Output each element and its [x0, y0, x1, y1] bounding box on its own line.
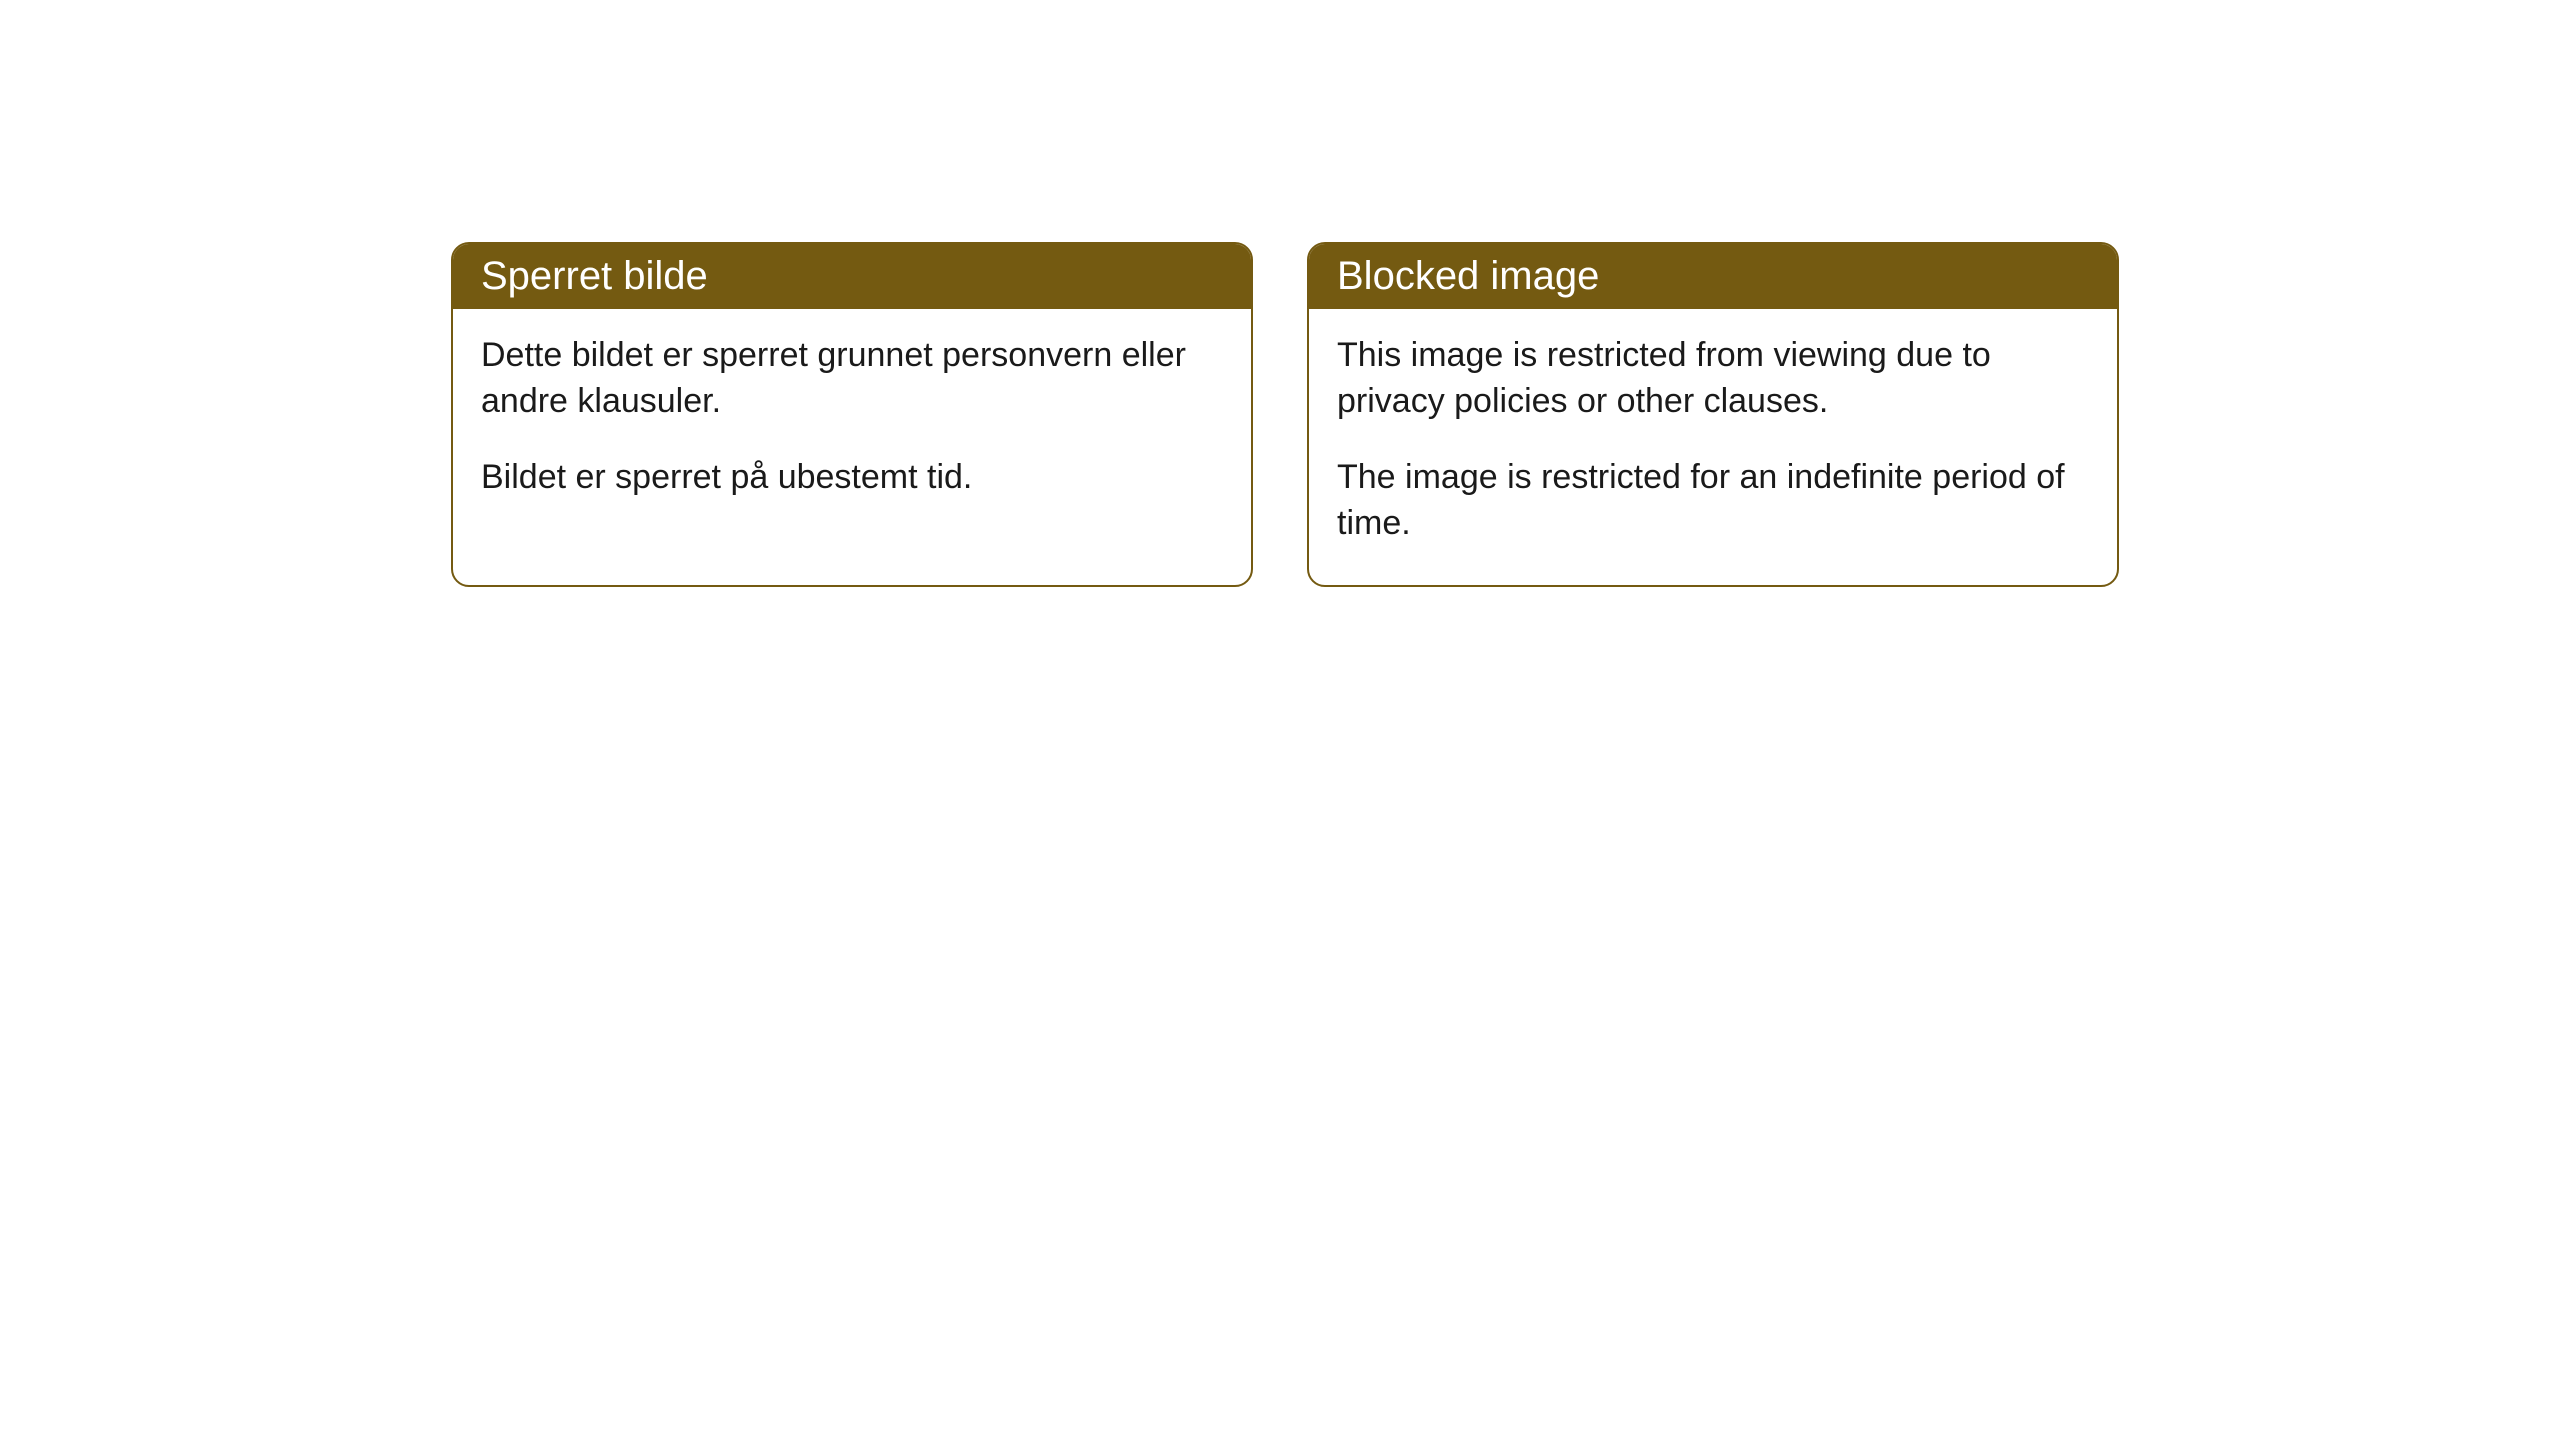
notice-paragraph-1: Dette bildet er sperret grunnet personve… [481, 333, 1223, 425]
notice-card-english: Blocked image This image is restricted f… [1307, 242, 2119, 587]
card-title: Sperret bilde [481, 254, 708, 298]
card-header-english: Blocked image [1309, 244, 2117, 309]
notice-paragraph-1: This image is restricted from viewing du… [1337, 333, 2089, 425]
card-body-norwegian: Dette bildet er sperret grunnet personve… [453, 309, 1251, 539]
notice-cards-container: Sperret bilde Dette bildet er sperret gr… [451, 242, 2119, 587]
notice-paragraph-2: Bildet er sperret på ubestemt tid. [481, 455, 1223, 501]
notice-paragraph-2: The image is restricted for an indefinit… [1337, 455, 2089, 547]
notice-card-norwegian: Sperret bilde Dette bildet er sperret gr… [451, 242, 1253, 587]
card-header-norwegian: Sperret bilde [453, 244, 1251, 309]
card-body-english: This image is restricted from viewing du… [1309, 309, 2117, 585]
card-title: Blocked image [1337, 254, 1599, 298]
